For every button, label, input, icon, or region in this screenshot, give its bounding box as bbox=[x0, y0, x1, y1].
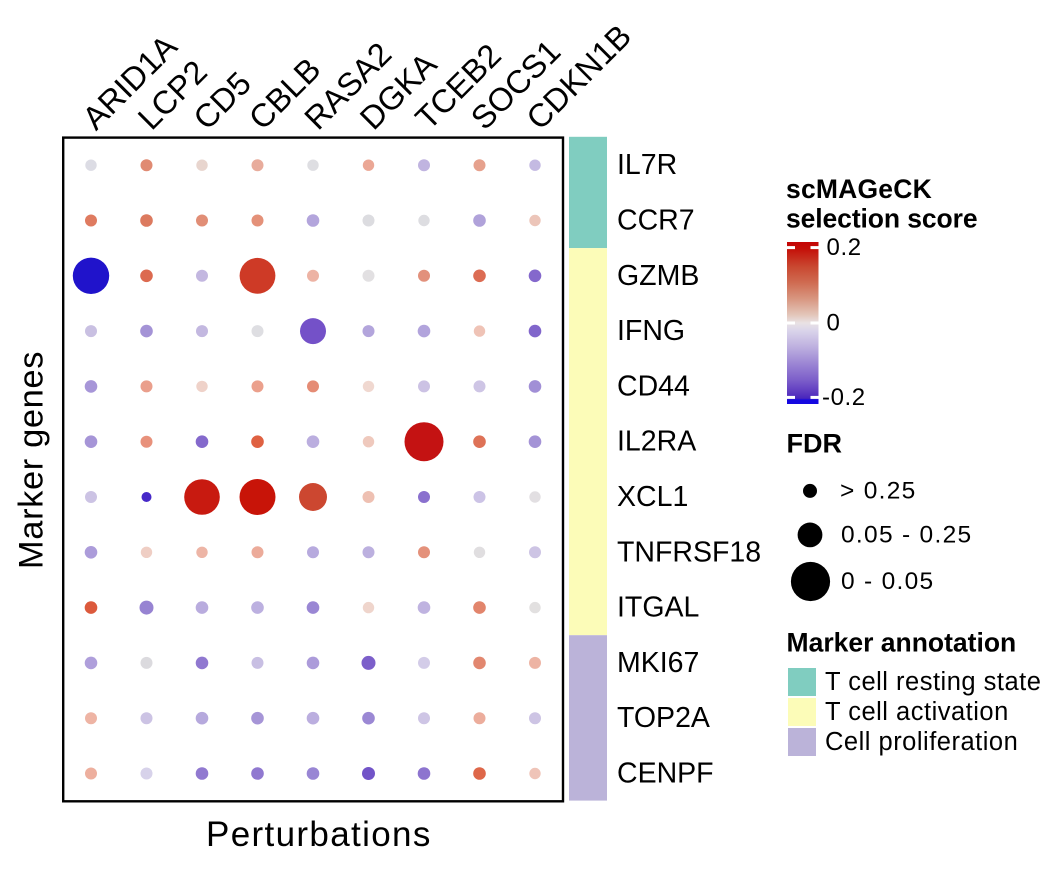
svg-text:Cell proliferation: Cell proliferation bbox=[825, 728, 1018, 756]
svg-text:scMAGeCK: scMAGeCK bbox=[786, 174, 932, 204]
svg-text:TOP2A: TOP2A bbox=[617, 702, 710, 734]
svg-text:IFNG: IFNG bbox=[617, 315, 685, 347]
svg-text:T cell activation: T cell activation bbox=[825, 698, 1009, 726]
svg-text:CENPF: CENPF bbox=[617, 758, 714, 790]
svg-text:selection score: selection score bbox=[786, 203, 977, 233]
svg-text:CCR7: CCR7 bbox=[617, 205, 695, 237]
svg-text:Marker genes: Marker genes bbox=[13, 351, 51, 569]
svg-text:IL7R: IL7R bbox=[617, 149, 677, 181]
svg-text:Perturbations: Perturbations bbox=[206, 815, 432, 854]
svg-text:> 0.25: > 0.25 bbox=[840, 477, 917, 504]
svg-text:Marker annotation: Marker annotation bbox=[787, 627, 1017, 657]
svg-text:XCL1: XCL1 bbox=[617, 481, 688, 513]
svg-text:-0.2: -0.2 bbox=[822, 384, 866, 411]
svg-text:0.05 - 0.25: 0.05 - 0.25 bbox=[841, 521, 972, 548]
svg-text:0 - 0.05: 0 - 0.05 bbox=[841, 568, 934, 595]
svg-text:IL2RA: IL2RA bbox=[617, 426, 696, 458]
svg-text:TNFRSF18: TNFRSF18 bbox=[617, 536, 761, 568]
svg-text:0.2: 0.2 bbox=[827, 234, 862, 261]
svg-text:ITGAL: ITGAL bbox=[617, 592, 699, 624]
svg-text:MKI67: MKI67 bbox=[617, 647, 699, 679]
svg-text:T cell resting state: T cell resting state bbox=[825, 668, 1041, 696]
svg-text:GZMB: GZMB bbox=[617, 260, 699, 292]
svg-text:FDR: FDR bbox=[787, 429, 843, 459]
svg-text:CD44: CD44 bbox=[617, 370, 690, 402]
svg-text:0: 0 bbox=[827, 310, 840, 337]
